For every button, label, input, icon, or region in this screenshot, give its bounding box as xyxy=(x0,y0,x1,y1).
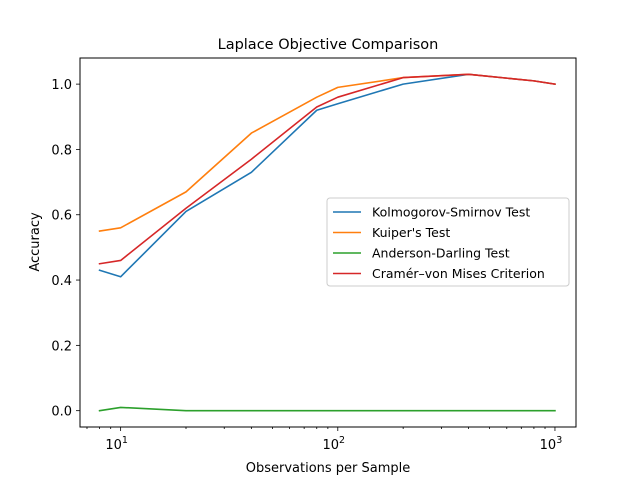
legend-box xyxy=(326,197,570,287)
x-tick-label: 102 xyxy=(322,435,345,453)
series-line-4 xyxy=(98,73,556,265)
y-tick-label: 0.0 xyxy=(51,405,72,420)
legend-label-2: Kuiper's Test xyxy=(372,225,450,240)
y-tick-label: 0.6 xyxy=(51,209,72,224)
y-axis-label: Accuracy xyxy=(28,212,43,272)
series-layer xyxy=(98,73,556,412)
y-tick-label: 0.4 xyxy=(51,274,72,289)
legend-label-4: Cramér–von Mises Criterion xyxy=(372,266,545,281)
axes-frame xyxy=(79,57,577,428)
chart-title: Laplace Objective Comparison xyxy=(218,37,439,53)
y-axis: 0.0 0.2 0.4 0.6 0.8 1.0 xyxy=(51,78,80,420)
y-tick-label: 1.0 xyxy=(51,78,72,93)
x-tick-label: 103 xyxy=(540,435,563,453)
y-tick-label: 0.2 xyxy=(51,339,72,354)
y-tick-label: 0.8 xyxy=(51,143,72,158)
series-line-3 xyxy=(98,406,556,412)
legend-label-1: Kolmogorov-Smirnov Test xyxy=(372,205,530,220)
legend: Kolmogorov-Smirnov Test Kuiper's Test Ande… xyxy=(326,197,570,287)
legend-label-3: Anderson-Darling Test xyxy=(372,246,510,261)
x-axis: 101 102 103 xyxy=(86,427,563,453)
x-tick-label: 101 xyxy=(105,435,128,453)
x-axis-label: Observations per Sample xyxy=(246,461,411,476)
